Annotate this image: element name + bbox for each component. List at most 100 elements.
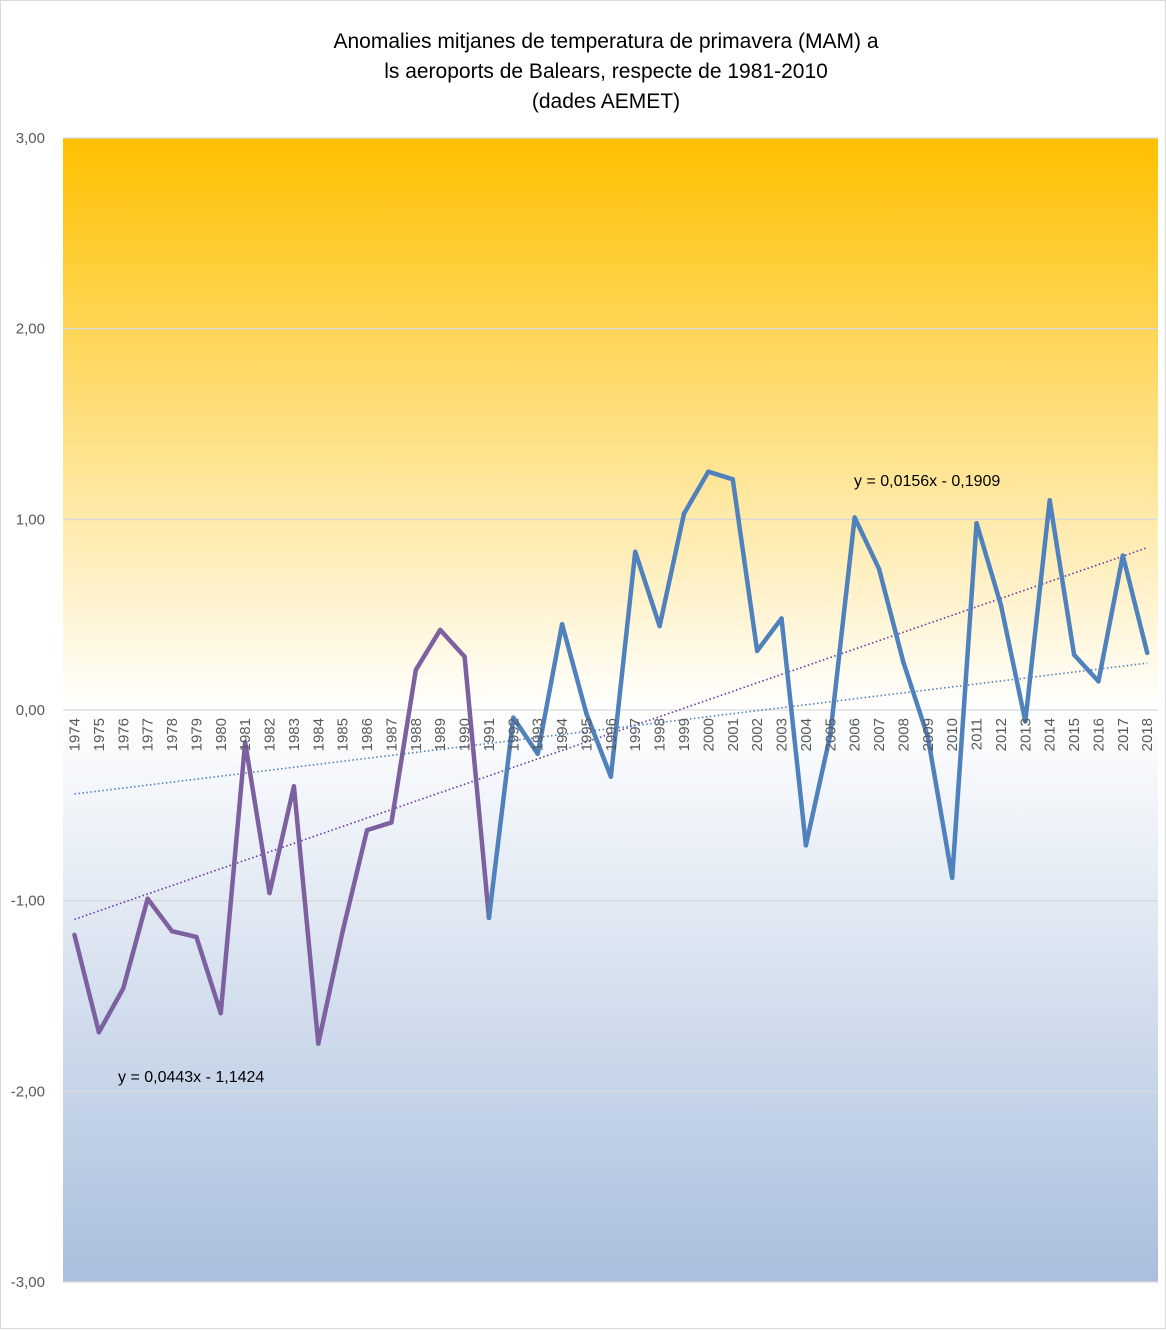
y-tick-label: 1,00 xyxy=(16,511,45,528)
data-point xyxy=(657,623,662,629)
x-tick-label: 2005 xyxy=(822,718,839,751)
trendline-equation-label: y = 0,0156x - 0,1909 xyxy=(854,473,1000,490)
x-tick-label: 2002 xyxy=(749,718,766,751)
x-tick-label: 1980 xyxy=(213,718,230,751)
data-point xyxy=(706,469,711,474)
gridlines xyxy=(63,137,1158,1283)
x-tick-label: 1990 xyxy=(457,718,474,751)
x-tick-label: 2010 xyxy=(944,718,961,751)
y-tick-label: 2,00 xyxy=(16,321,45,338)
data-point xyxy=(291,784,297,789)
data-point xyxy=(730,477,735,482)
x-tick-label: 1984 xyxy=(310,718,327,751)
data-point xyxy=(535,751,540,757)
series-lines xyxy=(72,469,1150,1046)
data-point xyxy=(1023,719,1028,724)
x-tick-label: 1982 xyxy=(262,718,279,751)
x-tick-label: 1988 xyxy=(408,718,425,751)
data-point xyxy=(852,515,857,520)
data-point xyxy=(974,520,979,526)
data-point xyxy=(316,1041,321,1046)
data-point xyxy=(218,1010,223,1016)
data-point xyxy=(681,511,687,516)
trendline xyxy=(74,662,1148,795)
x-tick-label: 2007 xyxy=(871,718,888,751)
data-point xyxy=(779,616,784,621)
data-point xyxy=(96,1030,102,1035)
x-tick-label: 2012 xyxy=(993,718,1010,751)
data-point xyxy=(584,711,589,717)
data-point xyxy=(145,896,150,901)
chart-title: Anomalies mitjanes de temperatura de pri… xyxy=(333,30,879,113)
data-point xyxy=(1120,553,1126,558)
x-tick-label: 1985 xyxy=(335,718,352,751)
y-tick-label: -1,00 xyxy=(11,893,45,910)
x-tick-label: 1978 xyxy=(164,718,181,751)
data-point xyxy=(998,602,1004,608)
series-line xyxy=(72,627,492,1046)
data-point xyxy=(754,648,760,654)
y-tick-label: 0,00 xyxy=(16,702,45,719)
x-tick-label: 1986 xyxy=(359,718,376,751)
x-tick-label: 1999 xyxy=(676,718,693,751)
x-tick-label: 1974 xyxy=(67,718,84,751)
data-point xyxy=(803,843,809,848)
y-axis-ticks: -3,00 -2,00 -1,00 0,00 1,00 2,00 3,00 xyxy=(11,130,45,1291)
data-point xyxy=(72,932,77,938)
x-tick-label: 2006 xyxy=(847,718,864,751)
x-tick-label: 1994 xyxy=(554,718,571,751)
x-tick-label: 2003 xyxy=(774,718,791,751)
x-tick-label: 2009 xyxy=(920,718,937,751)
data-point xyxy=(169,928,175,934)
data-point xyxy=(121,986,126,991)
data-point xyxy=(267,890,272,896)
data-point xyxy=(633,549,638,554)
data-point xyxy=(1047,498,1052,503)
data-point xyxy=(949,875,955,880)
data-point xyxy=(340,928,345,934)
x-tick-label: 1976 xyxy=(115,718,132,751)
data-point xyxy=(389,820,394,825)
trendline-labels: y = 0,0443x - 1,1424 y = 0,0156x - 0,1909 xyxy=(118,473,1000,1086)
x-tick-label: 2013 xyxy=(1017,718,1034,751)
data-point xyxy=(364,827,370,833)
x-tick-label: 1983 xyxy=(286,718,303,751)
data-point xyxy=(413,667,419,673)
y-tick-label: -3,00 xyxy=(11,1274,45,1291)
data-point xyxy=(828,732,833,737)
x-tick-label: 2017 xyxy=(1115,718,1132,751)
data-point xyxy=(1096,679,1101,684)
x-tick-label: 1991 xyxy=(481,718,498,751)
x-tick-label: 1989 xyxy=(432,718,449,751)
x-tick-label: 1993 xyxy=(530,718,547,751)
x-tick-label: 2016 xyxy=(1090,718,1107,751)
x-tick-label: 1998 xyxy=(652,718,669,751)
x-tick-label: 1992 xyxy=(505,718,522,751)
x-tick-label: 1975 xyxy=(91,718,108,751)
trendlines xyxy=(74,546,1148,921)
data-point xyxy=(462,654,467,659)
x-tick-label: 1997 xyxy=(627,718,644,751)
data-point xyxy=(901,660,906,665)
x-tick-label: 1977 xyxy=(140,718,157,751)
trendline-equation-label: y = 0,0443x - 1,1424 xyxy=(118,1069,264,1086)
x-axis-ticks: 1974 1975 1976 1977 1978 1979 1980 1981 1982 1983… xyxy=(67,718,1157,751)
x-tick-label: 1987 xyxy=(383,718,400,751)
x-tick-label: 2018 xyxy=(1139,718,1156,751)
x-tick-label: 2008 xyxy=(895,718,912,751)
x-tick-label: 2015 xyxy=(1066,718,1083,751)
data-point xyxy=(438,627,443,633)
x-tick-label: 2001 xyxy=(725,718,742,751)
x-tick-label: 1981 xyxy=(237,718,254,751)
data-point xyxy=(242,740,248,745)
x-tick-label: 2011 xyxy=(969,718,986,750)
x-tick-label: 1979 xyxy=(188,718,205,751)
data-point xyxy=(511,715,516,720)
data-point xyxy=(1145,650,1150,655)
series-line xyxy=(486,469,1150,921)
data-point xyxy=(925,734,930,739)
data-point xyxy=(1071,652,1077,657)
x-tick-label: 1995 xyxy=(578,718,595,751)
